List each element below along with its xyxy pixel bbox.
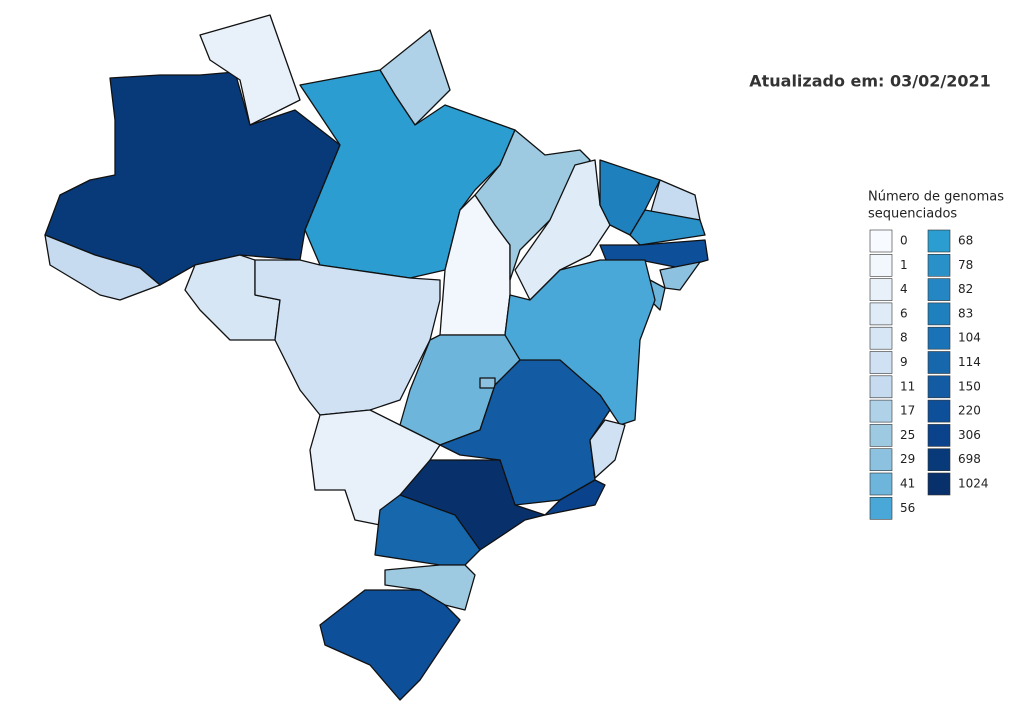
legend-swatch — [869, 326, 893, 350]
legend-label: 78 — [958, 258, 973, 272]
update-date: Atualizado em: 03/02/2021 — [749, 72, 991, 91]
legend-swatch — [927, 472, 951, 496]
legend-label: 4 — [900, 282, 908, 296]
legend-swatch — [869, 254, 893, 277]
legend-label: 83 — [958, 306, 973, 320]
legend-swatch — [927, 254, 951, 277]
state — [514, 159, 611, 301]
state — [589, 419, 626, 479]
legend-swatch — [927, 326, 951, 350]
legend-swatch — [927, 399, 951, 423]
legend-swatch — [869, 302, 893, 326]
state — [544, 479, 606, 516]
state — [319, 589, 461, 701]
legend-swatch — [927, 448, 951, 472]
legend-swatch — [869, 496, 893, 520]
legend-swatch — [869, 424, 893, 447]
legend-label: 82 — [958, 282, 973, 296]
legend-label: 114 — [958, 355, 981, 369]
legend-label: 9 — [900, 355, 908, 369]
legend-swatch — [869, 472, 893, 496]
state — [374, 494, 481, 566]
state — [474, 129, 591, 281]
legend-swatch — [927, 278, 951, 301]
legend-label: 11 — [900, 379, 915, 393]
legend-title: Número de genomas — [868, 190, 1004, 205]
legend-swatch — [927, 375, 951, 399]
legend-label: 1 — [900, 258, 908, 272]
legend-label: 29 — [900, 452, 915, 466]
legend-swatch — [869, 278, 893, 301]
state — [299, 69, 516, 279]
legend: 0146891117252941566878828310411415022030… — [869, 229, 989, 520]
legend-swatch — [927, 302, 951, 326]
state — [44, 234, 161, 301]
legend-label: 8 — [900, 331, 908, 345]
legend-label: 0 — [900, 234, 908, 248]
state — [659, 261, 701, 291]
state — [479, 377, 496, 389]
legend-label: 150 — [958, 379, 981, 393]
state — [384, 564, 476, 611]
legend-label: 17 — [900, 404, 915, 418]
legend-label: 1024 — [958, 477, 989, 491]
legend-label: 6 — [900, 306, 908, 320]
legend-label: 41 — [900, 477, 915, 491]
legend-swatch — [927, 424, 951, 447]
map — [44, 14, 709, 701]
legend-label: 68 — [958, 234, 973, 248]
legend-swatch — [869, 375, 893, 399]
legend-swatch — [927, 351, 951, 374]
legend-swatch — [869, 399, 893, 423]
legend-swatch — [869, 448, 893, 472]
legend-swatch — [869, 351, 893, 374]
legend-swatch — [869, 229, 893, 253]
state — [199, 14, 301, 126]
state — [629, 209, 706, 246]
legend-label: 698 — [958, 452, 981, 466]
legend-label: 220 — [958, 404, 981, 418]
state — [254, 259, 441, 416]
legend-label: 25 — [900, 428, 915, 442]
legend-label: 306 — [958, 428, 981, 442]
legend-label: 56 — [900, 501, 915, 515]
legend-title: sequenciados — [868, 207, 957, 222]
legend-label: 104 — [958, 331, 981, 345]
legend-swatch — [927, 229, 951, 253]
